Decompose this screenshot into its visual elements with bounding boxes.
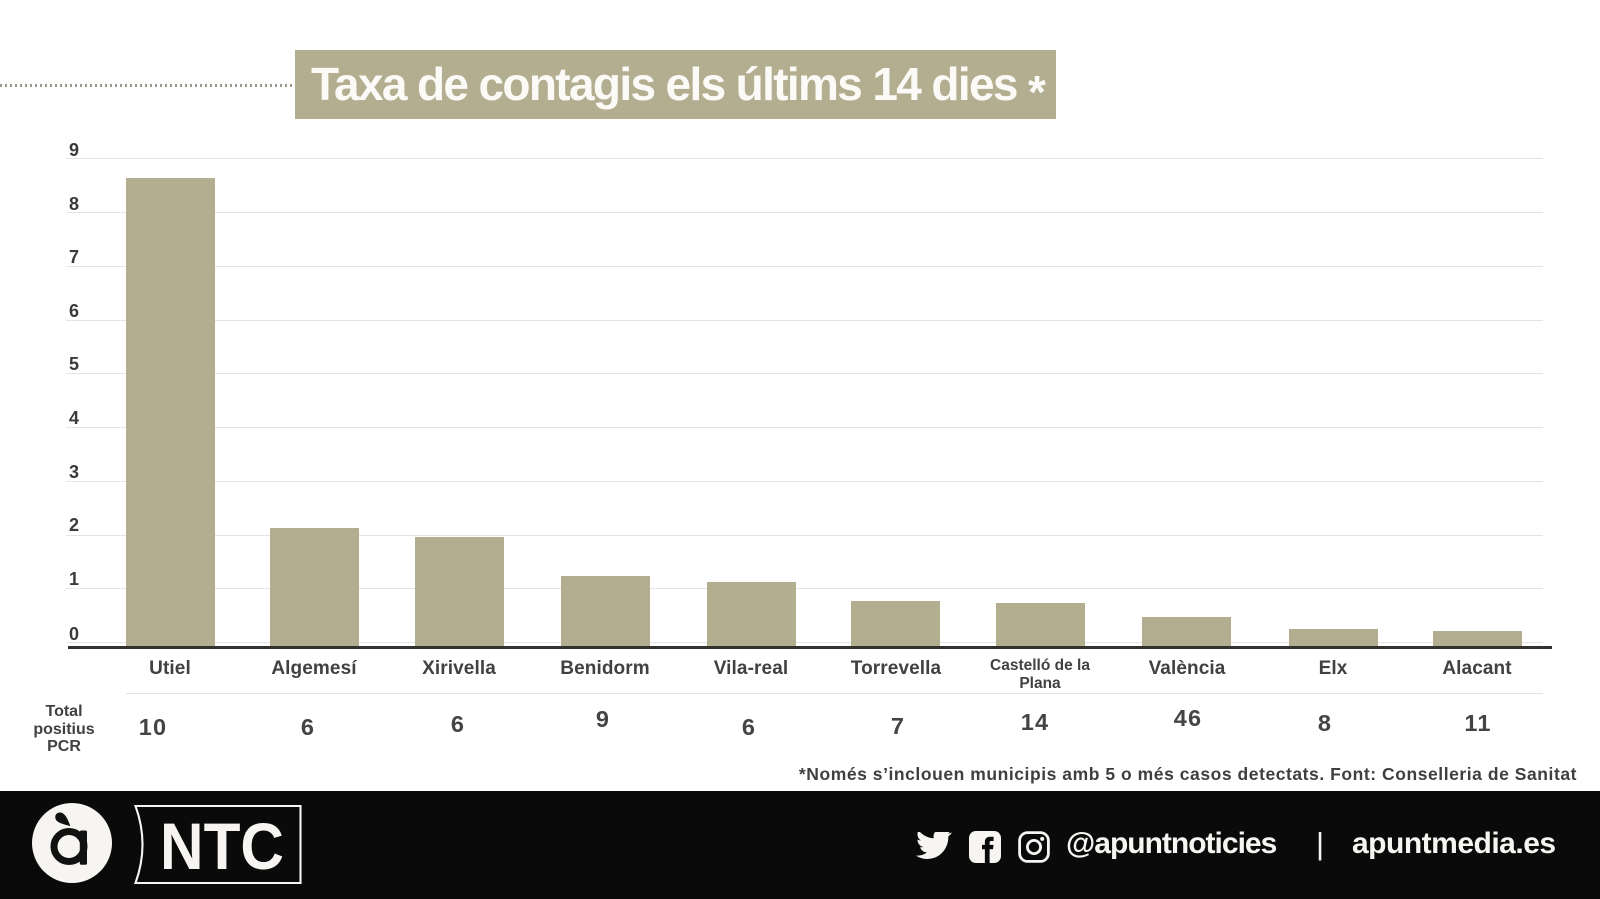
svg-text:NTC: NTC: [160, 809, 284, 883]
